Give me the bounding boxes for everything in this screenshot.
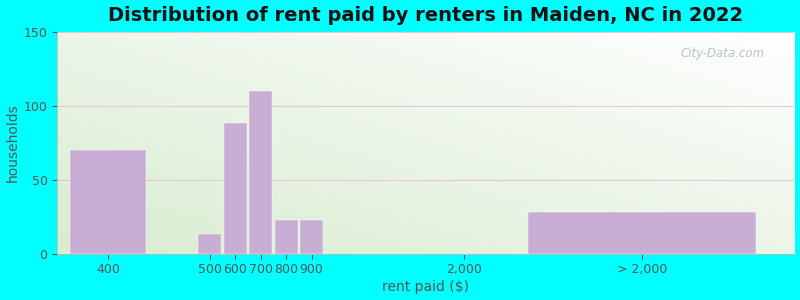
Bar — [198, 234, 222, 254]
Bar — [300, 220, 323, 254]
Bar — [250, 91, 272, 254]
Bar — [527, 212, 756, 254]
Text: City-Data.com: City-Data.com — [681, 47, 765, 60]
Bar — [70, 150, 146, 254]
X-axis label: rent paid ($): rent paid ($) — [382, 280, 470, 294]
Bar — [224, 123, 246, 254]
Y-axis label: households: households — [6, 103, 19, 182]
Bar — [274, 220, 298, 254]
Title: Distribution of rent paid by renters in Maiden, NC in 2022: Distribution of rent paid by renters in … — [108, 6, 743, 25]
